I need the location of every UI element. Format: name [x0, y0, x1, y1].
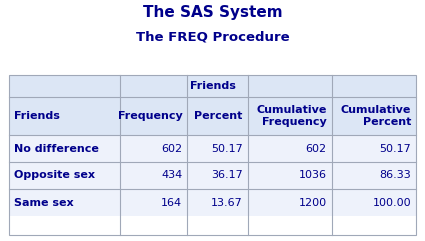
Bar: [9, 162, 416, 189]
Text: Opposite sex: Opposite sex: [14, 170, 95, 181]
Text: Frequency: Frequency: [118, 111, 182, 121]
Text: 602: 602: [306, 143, 327, 154]
Bar: [9, 189, 416, 216]
Text: Friends: Friends: [14, 111, 60, 121]
Text: 434: 434: [161, 170, 182, 181]
Bar: [9, 135, 416, 162]
Text: Cumulative
Percent: Cumulative Percent: [340, 105, 411, 127]
Bar: [9, 97, 416, 135]
Text: The FREQ Procedure: The FREQ Procedure: [136, 31, 289, 43]
Text: Same sex: Same sex: [14, 198, 74, 208]
Text: No difference: No difference: [14, 143, 99, 154]
Text: Cumulative
Frequency: Cumulative Frequency: [256, 105, 327, 127]
Text: 164: 164: [161, 198, 182, 208]
Bar: [9, 75, 416, 97]
Text: 50.17: 50.17: [379, 143, 411, 154]
Text: 1036: 1036: [299, 170, 327, 181]
Text: Percent: Percent: [194, 111, 243, 121]
Text: Friends: Friends: [190, 81, 235, 91]
Text: 36.17: 36.17: [211, 170, 243, 181]
Bar: [9, 75, 416, 235]
Text: 602: 602: [161, 143, 182, 154]
Text: 13.67: 13.67: [211, 198, 243, 208]
Text: 50.17: 50.17: [211, 143, 243, 154]
Text: 86.33: 86.33: [379, 170, 411, 181]
Text: 100.00: 100.00: [372, 198, 411, 208]
Text: 1200: 1200: [299, 198, 327, 208]
Text: The SAS System: The SAS System: [143, 6, 282, 20]
